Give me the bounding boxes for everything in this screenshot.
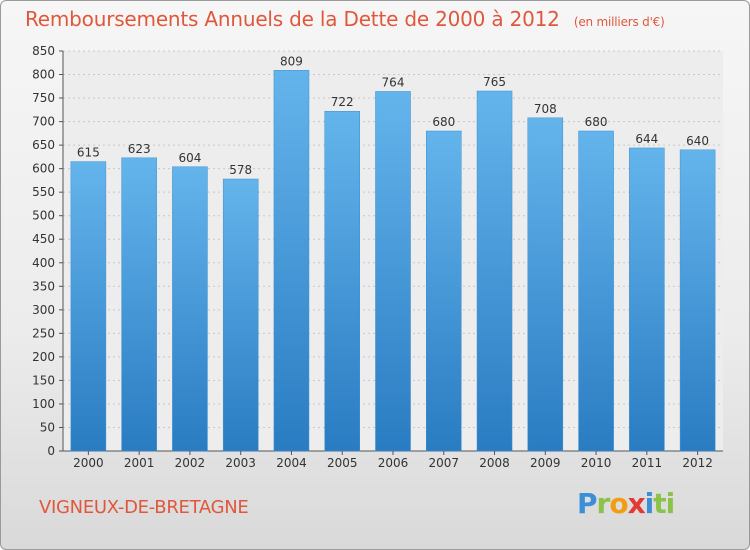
bar: [70, 161, 107, 452]
x-tick-label: 2000: [73, 456, 104, 470]
y-tick-label: 100: [32, 397, 55, 411]
y-tick-label: 750: [32, 91, 55, 105]
x-tick-label: 2001: [124, 456, 155, 470]
bar: [578, 130, 614, 452]
logo-letter: r: [596, 487, 611, 520]
bar-value-label: 680: [585, 115, 608, 129]
bar-value-label: 640: [686, 134, 709, 148]
logo-letter: i: [644, 487, 655, 520]
y-tick-label: 200: [32, 350, 55, 364]
y-tick-label: 600: [32, 162, 55, 176]
bar-value-label: 722: [331, 95, 354, 109]
chart-title-text: Remboursements Annuels de la Dette de 20…: [25, 7, 560, 31]
x-tick-label: 2008: [479, 456, 510, 470]
bar: [324, 110, 360, 452]
bar-value-label: 578: [229, 163, 252, 177]
x-tick-label: 2002: [175, 456, 206, 470]
y-tick-label: 500: [32, 209, 55, 223]
bar: [426, 130, 462, 452]
bar-value-label: 708: [534, 102, 557, 116]
bar: [629, 147, 665, 452]
logo-letter: x: [627, 487, 646, 520]
chart-title: Remboursements Annuels de la Dette de 20…: [25, 7, 665, 31]
bar-value-label: 604: [178, 151, 201, 165]
bar-value-label: 615: [77, 146, 100, 160]
logo-letter: P: [577, 487, 598, 520]
bar: [222, 178, 259, 452]
y-tick-label: 300: [32, 303, 55, 317]
x-tick-label: 2011: [632, 456, 663, 470]
x-tick-label: 2009: [530, 456, 561, 470]
bar: [172, 166, 208, 452]
bar-value-label: 680: [432, 115, 455, 129]
bar-value-label: 644: [635, 132, 658, 146]
bar: [273, 70, 310, 452]
chart-unit: (en milliers d'€): [573, 15, 665, 29]
bar: [476, 90, 513, 452]
y-tick-label: 150: [32, 373, 55, 387]
x-tick-label: 2010: [581, 456, 612, 470]
bar: [121, 157, 157, 452]
x-tick-label: 2003: [225, 456, 256, 470]
bar: [527, 117, 564, 452]
logo-letter: o: [609, 487, 628, 520]
commune-name: VIGNEUX-DE-BRETAGNE: [39, 497, 249, 518]
x-tick-label: 2004: [276, 456, 307, 470]
bar: [375, 91, 411, 452]
bar-value-label: 623: [128, 142, 151, 156]
bar-value-label: 765: [483, 75, 506, 89]
bar-value-label: 809: [280, 54, 303, 68]
y-tick-label: 650: [32, 138, 55, 152]
y-tick-label: 350: [32, 279, 55, 293]
x-tick-label: 2006: [378, 456, 409, 470]
y-tick-label: 850: [32, 44, 55, 58]
y-tick-label: 800: [32, 68, 55, 82]
y-tick-label: 50: [40, 420, 55, 434]
x-tick-label: 2012: [682, 456, 713, 470]
y-tick-label: 0: [47, 444, 55, 458]
y-tick-label: 700: [32, 115, 55, 129]
bar: [679, 149, 716, 452]
y-tick-label: 450: [32, 232, 55, 246]
proxiti-logo: Proxiti: [577, 487, 675, 520]
y-tick-label: 250: [32, 326, 55, 340]
x-tick-label: 2005: [327, 456, 358, 470]
x-tick-label: 2007: [428, 456, 459, 470]
y-tick-label: 400: [32, 256, 55, 270]
bar-value-label: 764: [382, 75, 405, 89]
y-tick-label: 550: [32, 185, 55, 199]
logo-letter: ti: [653, 487, 675, 520]
